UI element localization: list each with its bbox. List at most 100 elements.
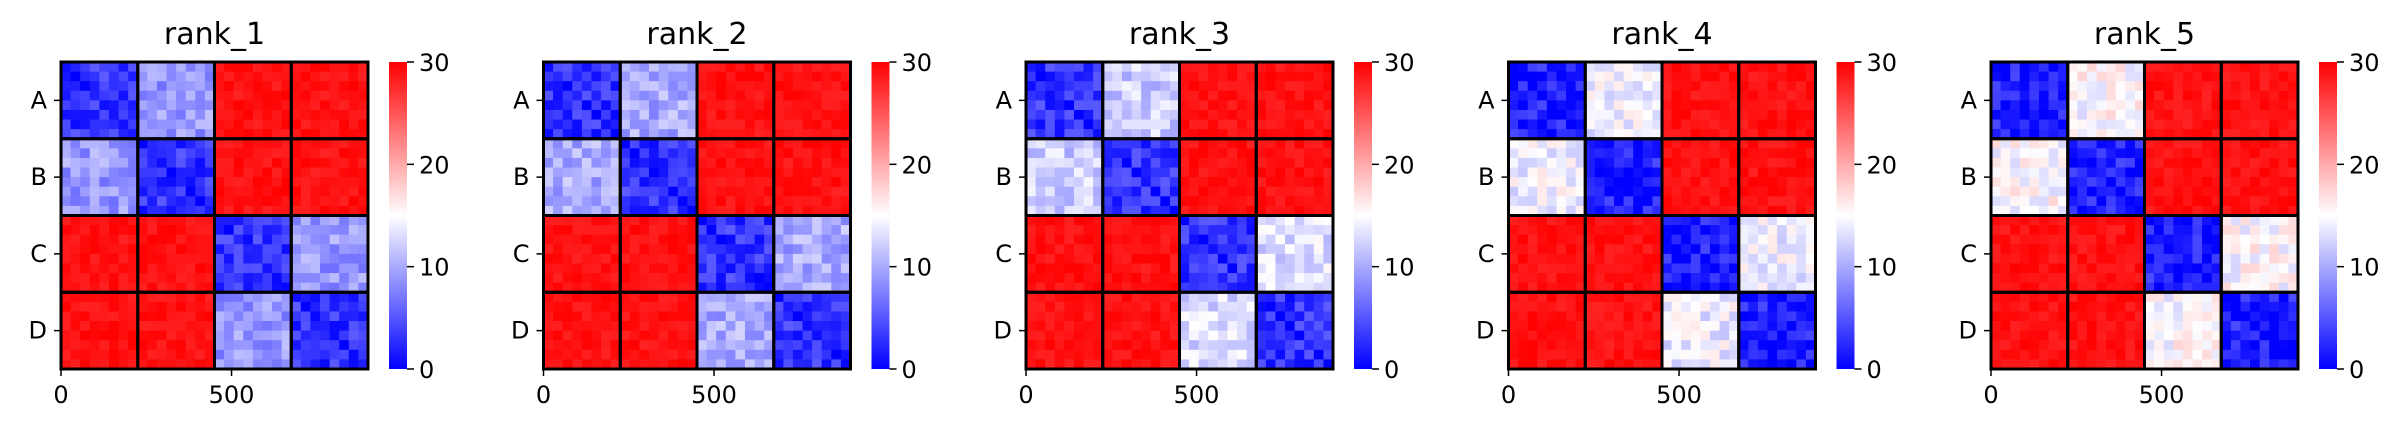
heatmap-cell bbox=[755, 100, 765, 110]
heatmap-cell bbox=[2068, 273, 2078, 283]
heatmap-cell bbox=[272, 311, 282, 321]
heatmap-cell bbox=[1633, 72, 1643, 82]
heatmap-cell bbox=[195, 177, 205, 187]
heatmap-cell bbox=[1036, 148, 1046, 158]
heatmap-cell bbox=[99, 273, 109, 283]
heatmap-cell bbox=[1180, 187, 1190, 197]
heatmap-cell bbox=[80, 62, 90, 72]
heatmap-cell bbox=[2097, 196, 2107, 206]
heatmap-cell bbox=[659, 302, 669, 312]
heatmap-cell bbox=[1537, 235, 1547, 245]
heatmap-cell bbox=[1662, 340, 1672, 350]
heatmap-cell bbox=[234, 350, 244, 360]
heatmap-cell bbox=[215, 110, 225, 120]
heatmap-cell bbox=[253, 311, 263, 321]
heatmap-cell bbox=[697, 225, 707, 235]
heatmap-cell bbox=[1720, 292, 1730, 302]
heatmap-cell bbox=[339, 148, 349, 158]
heatmap-cell bbox=[716, 110, 726, 120]
heatmap-cell bbox=[1151, 235, 1161, 245]
heatmap-cell bbox=[822, 321, 832, 331]
heatmap-cell bbox=[1227, 177, 1237, 187]
heatmap-cell bbox=[1189, 120, 1199, 130]
heatmap-cell bbox=[167, 292, 177, 302]
heatmap-cell bbox=[1662, 91, 1672, 101]
heatmap-cell bbox=[2039, 177, 2049, 187]
heatmap-cell bbox=[109, 263, 119, 273]
heatmap-cell bbox=[1537, 91, 1547, 101]
heatmap-cell bbox=[553, 321, 563, 331]
heatmap-cell bbox=[1509, 225, 1519, 235]
heatmap-cell bbox=[591, 235, 601, 245]
heatmap-cell bbox=[1304, 331, 1314, 341]
heatmap-cell bbox=[2269, 81, 2279, 91]
heatmap-cell bbox=[1662, 254, 1672, 264]
heatmap-cell bbox=[2097, 244, 2107, 254]
heatmap-cell bbox=[544, 340, 554, 350]
heatmap-cell bbox=[1256, 158, 1266, 168]
heatmap-cell bbox=[1227, 273, 1237, 283]
heatmap-cell bbox=[2001, 62, 2011, 72]
heatmap-cell bbox=[1758, 273, 1768, 283]
heatmap-cell bbox=[2183, 110, 2193, 120]
heatmap-cell bbox=[1064, 254, 1074, 264]
heatmap-cell bbox=[1208, 244, 1218, 254]
heatmap-cell bbox=[1180, 139, 1190, 149]
heatmap-cell bbox=[745, 340, 755, 350]
heatmap-cell bbox=[812, 263, 822, 273]
heatmap-cell bbox=[1537, 225, 1547, 235]
heatmap-cell bbox=[2240, 158, 2250, 168]
heatmap-cell bbox=[1633, 273, 1643, 283]
heatmap-cell bbox=[1624, 177, 1634, 187]
heatmap-cell bbox=[774, 350, 784, 360]
heatmap-cell bbox=[1026, 62, 1036, 72]
heatmap-cell bbox=[1180, 331, 1190, 341]
heatmap-cell bbox=[822, 263, 832, 273]
heatmap-cell bbox=[755, 91, 765, 101]
heatmap-cell bbox=[668, 196, 678, 206]
heatmap-cell bbox=[1556, 340, 1566, 350]
heatmap-cell bbox=[1103, 139, 1113, 149]
heatmap-cell bbox=[1585, 216, 1595, 226]
heatmap-cell bbox=[1518, 263, 1528, 273]
heatmap-cell bbox=[1518, 302, 1528, 312]
heatmap-cell bbox=[697, 340, 707, 350]
heatmap-cell bbox=[2183, 273, 2193, 283]
heatmap-cell bbox=[1595, 81, 1605, 91]
heatmap-cell bbox=[1991, 148, 2001, 158]
heatmap-cell bbox=[243, 91, 253, 101]
heatmap-cell bbox=[1160, 340, 1170, 350]
heatmap-cell bbox=[1547, 216, 1557, 226]
heatmap-cell bbox=[90, 148, 100, 158]
heatmap-cell bbox=[272, 321, 282, 331]
heatmap-cell bbox=[1227, 196, 1237, 206]
heatmap-cell bbox=[1604, 91, 1614, 101]
heatmap-cell bbox=[2145, 244, 2155, 254]
heatmap-cell bbox=[1547, 302, 1557, 312]
heatmap-cell bbox=[812, 331, 822, 341]
heatmap-cell bbox=[755, 148, 765, 158]
heatmap-cell bbox=[2154, 168, 2164, 178]
heatmap-cell bbox=[320, 100, 330, 110]
heatmap-cell bbox=[1132, 263, 1142, 273]
heatmap-cell bbox=[774, 120, 784, 130]
heatmap-cell bbox=[1643, 292, 1653, 302]
heatmap-cell bbox=[291, 254, 301, 264]
heatmap-cell bbox=[831, 235, 841, 245]
heatmap-cell bbox=[2250, 273, 2260, 283]
heatmap-cell bbox=[2279, 263, 2289, 273]
heatmap-cell bbox=[1691, 72, 1701, 82]
heatmap-cell bbox=[2145, 139, 2155, 149]
heatmap-cell bbox=[716, 81, 726, 91]
heatmap-cell bbox=[831, 110, 841, 120]
heatmap-cell bbox=[1304, 321, 1314, 331]
heatmap-cell bbox=[2049, 120, 2059, 130]
heatmap-cell bbox=[668, 321, 678, 331]
heatmap-cell bbox=[1103, 120, 1113, 130]
heatmap-cell bbox=[90, 321, 100, 331]
heatmap-cell bbox=[2154, 244, 2164, 254]
heatmap-cell bbox=[1122, 139, 1132, 149]
heatmap-cell bbox=[1045, 340, 1055, 350]
heatmap-cell bbox=[1151, 350, 1161, 360]
heatmap-cell bbox=[783, 311, 793, 321]
